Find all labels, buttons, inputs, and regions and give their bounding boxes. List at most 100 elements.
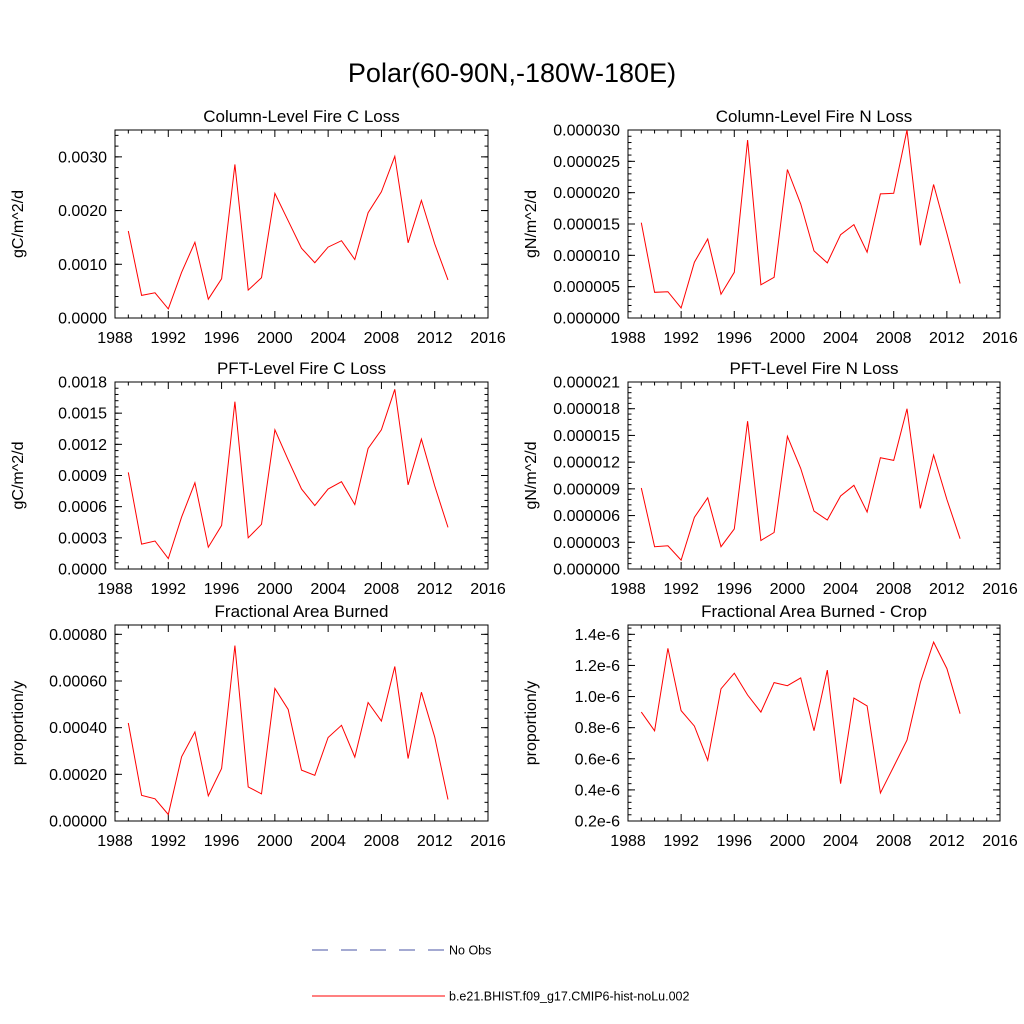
y-tick-label: 0.000015: [553, 428, 620, 445]
x-tick-label: 1988: [610, 833, 646, 850]
y-tick-label: 0.000010: [553, 248, 620, 265]
x-tick-label: 2000: [257, 330, 293, 347]
x-tick-label: 2016: [982, 330, 1018, 347]
y-tick-label: 0.000005: [553, 279, 620, 296]
x-tick-label: 2008: [876, 833, 912, 850]
x-tick-label: 1988: [97, 833, 133, 850]
y-tick-label: 0.000030: [553, 123, 620, 140]
panel-title: PFT-Level Fire N Loss: [729, 359, 898, 378]
x-tick-label: 1996: [716, 581, 752, 598]
series-line: [127, 154, 449, 310]
x-tick-label: 2012: [929, 581, 965, 598]
x-tick-label: 1992: [150, 330, 186, 347]
y-axis-label: proportion/y: [10, 681, 27, 766]
x-tick-label: 2008: [364, 833, 400, 850]
y-tick-label: 0.8e-6: [575, 720, 620, 737]
y-tick-label: 0.000018: [553, 401, 620, 418]
y-tick-label: 0.000009: [553, 481, 620, 498]
x-tick-label: 2008: [876, 581, 912, 598]
y-tick-label: 0.0012: [58, 437, 107, 454]
panel-pft-fire-n-loss: 1988 1992 1996 2000 2004 2008 2012 2016 0.000000…: [523, 359, 1018, 598]
x-tick-label: 2008: [364, 330, 400, 347]
x-tick-label: 1996: [716, 330, 752, 347]
y-tick-label: 0.00040: [49, 720, 107, 737]
y-tick-label: 0.000006: [553, 508, 620, 525]
x-tick-label: 2012: [929, 330, 965, 347]
panel-column-fire-n-loss: 1988 1992 1996 2000 2004 2008 2012 2016 0.000000…: [523, 107, 1018, 347]
plot-frame: [627, 624, 1001, 822]
y-tick-label: 0.000000: [553, 562, 620, 579]
y-tick-label: 1.0e-6: [575, 689, 620, 706]
x-tick-label: 1996: [204, 581, 240, 598]
x-tick-label: 2000: [770, 833, 806, 850]
x-tick-label: 2000: [257, 833, 293, 850]
y-tick-label: 0.0015: [58, 406, 107, 423]
y-tick-label: 0.0010: [58, 257, 107, 274]
x-tick-label: 1988: [97, 581, 133, 598]
y-tick-label: 0.0030: [58, 149, 107, 166]
plot-frame: [114, 624, 489, 822]
x-tick-label: 1992: [663, 330, 699, 347]
y-tick-label: 0.0009: [58, 468, 107, 485]
y-tick-label: 1.4e-6: [575, 627, 620, 644]
x-tick-label: 2000: [257, 581, 293, 598]
panel-title: Column-Level Fire C Loss: [203, 107, 400, 126]
x-tick-label: 1996: [204, 330, 240, 347]
x-tick-label: 2016: [982, 833, 1018, 850]
y-tick-label: 0.00080: [49, 627, 107, 644]
x-tick-label: 1992: [663, 833, 699, 850]
x-tick-label: 2000: [770, 581, 806, 598]
x-tick-label: 2004: [823, 581, 859, 598]
series-line: [640, 129, 961, 310]
y-axis-label: proportion/y: [523, 681, 540, 766]
x-tick-label: 2012: [929, 833, 965, 850]
y-tick-label: 0.00000: [49, 814, 107, 831]
legend-label-no-obs: No Obs: [449, 944, 491, 958]
y-tick-label: 0.0018: [58, 375, 107, 392]
y-axis-label: gC/m^2/d: [10, 190, 27, 258]
x-tick-label: 2004: [823, 833, 859, 850]
series-line: [640, 408, 961, 562]
y-tick-label: 0.000021: [553, 375, 620, 392]
x-tick-label: 2012: [417, 581, 453, 598]
y-tick-label: 0.000003: [553, 535, 620, 552]
y-axis-label: gN/m^2/d: [523, 442, 540, 510]
series-line: [640, 640, 961, 795]
x-tick-label: 1992: [150, 833, 186, 850]
legend-label-model: b.e21.BHIST.f09_g17.CMIP6-hist-noLu.002: [449, 990, 689, 1004]
panel-fractional-area-burned: 1988 1992 1996 2000 2004 2008 2012 2016 0.00000 0…: [10, 602, 506, 850]
y-tick-label: 0.000012: [553, 455, 620, 472]
panel-column-fire-c-loss: 1988 1992 1996 2000 2004 2008 2012 2016 0.0000 0.…: [10, 107, 506, 347]
panel-title: Column-Level Fire N Loss: [716, 107, 913, 126]
y-tick-label: 0.0000: [58, 311, 107, 328]
panel-fractional-area-burned-crop: 1988 1992 1996 2000 2004 2008 2012 2016 0.2e-6 0.…: [523, 602, 1018, 850]
x-tick-label: 2016: [470, 581, 506, 598]
plot-frame: [627, 381, 1001, 570]
plot-frame: [114, 129, 489, 319]
y-tick-label: 1.2e-6: [575, 658, 620, 675]
y-axis-label: gC/m^2/d: [10, 442, 27, 510]
y-tick-label: 0.4e-6: [575, 782, 620, 799]
x-tick-label: 1996: [716, 833, 752, 850]
x-tick-label: 1988: [97, 330, 133, 347]
y-tick-label: 0.000000: [553, 311, 620, 328]
x-tick-label: 2016: [470, 833, 506, 850]
x-tick-label: 1988: [610, 330, 646, 347]
panel-pft-fire-c-loss: 1988 1992 1996 2000 2004 2008 2012 2016 0.0000 0.…: [10, 359, 506, 598]
y-tick-label: 0.0003: [58, 530, 107, 547]
x-tick-label: 2016: [982, 581, 1018, 598]
panel-title: Fractional Area Burned: [215, 602, 389, 621]
y-tick-label: 0.0020: [58, 203, 107, 220]
x-tick-label: 2004: [310, 330, 346, 347]
y-tick-label: 0.0006: [58, 499, 107, 516]
y-tick-label: 0.0000: [58, 562, 107, 579]
x-tick-label: 2012: [417, 330, 453, 347]
figure-title: Polar(60-90N,-180W-180E): [348, 58, 676, 88]
y-tick-label: 0.000015: [553, 217, 620, 234]
y-tick-label: 0.6e-6: [575, 751, 620, 768]
y-tick-label: 0.00020: [49, 767, 107, 784]
x-tick-label: 1996: [204, 833, 240, 850]
y-tick-label: 0.000025: [553, 154, 620, 171]
y-tick-label: 0.2e-6: [575, 814, 620, 831]
